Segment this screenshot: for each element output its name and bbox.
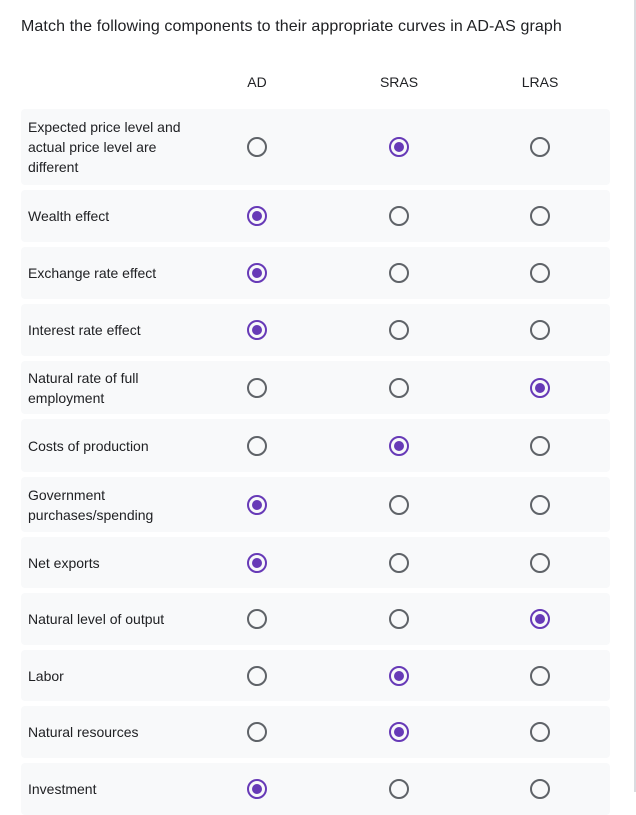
- row-label: Government purchases/spending: [28, 486, 154, 523]
- grid-row: Expected price level and actual price le…: [21, 109, 610, 185]
- radio-lras[interactable]: [530, 779, 550, 799]
- radio-lras[interactable]: [530, 552, 550, 573]
- row-label: Net exports: [28, 554, 100, 571]
- radio-ad[interactable]: [247, 552, 267, 573]
- question-title: Match the following components to their …: [21, 18, 562, 35]
- grid-row: Net exports: [21, 537, 610, 588]
- grid-row: Government purchases/spending: [21, 477, 610, 532]
- radio-sras[interactable]: [389, 206, 409, 226]
- radio-lras[interactable]: [530, 435, 550, 456]
- radio-sras[interactable]: [389, 263, 409, 283]
- row-label: Expected price level and actual price le…: [28, 119, 181, 175]
- radio-ad[interactable]: [247, 494, 267, 515]
- radio-sras[interactable]: [389, 552, 409, 573]
- row-label: Exchange rate effect: [28, 265, 157, 281]
- row-label: Natural level of output: [28, 611, 165, 627]
- radio-ad[interactable]: [247, 137, 267, 157]
- row-label: Investment: [28, 781, 97, 797]
- grid-row: Natural level of output: [21, 593, 610, 645]
- row-label: Wealth effect: [28, 208, 110, 224]
- radio-sras[interactable]: [389, 665, 409, 686]
- radio-ad[interactable]: [247, 320, 267, 340]
- grid-row: Investment: [21, 763, 610, 815]
- radio-sras[interactable]: [389, 320, 409, 340]
- radio-sras[interactable]: [389, 722, 409, 742]
- radio-sras[interactable]: [389, 377, 409, 398]
- column-header-ad: AD: [247, 74, 267, 90]
- radio-sras[interactable]: [389, 779, 409, 799]
- radio-lras[interactable]: [530, 206, 550, 226]
- radio-lras[interactable]: [530, 377, 550, 398]
- row-label: Costs of production: [28, 437, 149, 454]
- radio-sras[interactable]: [389, 435, 409, 456]
- column-header-sras: SRAS: [379, 74, 419, 90]
- row-label: Natural resources: [28, 724, 139, 740]
- grid-row: Natural resources: [21, 706, 610, 758]
- radio-lras[interactable]: [530, 665, 550, 686]
- radio-ad[interactable]: [247, 263, 267, 283]
- radio-ad[interactable]: [247, 435, 267, 456]
- radio-ad[interactable]: [247, 779, 267, 799]
- row-label: Natural rate of full employment: [28, 369, 139, 406]
- grid-row: Exchange rate effect: [21, 247, 610, 299]
- grid-row: Labor: [21, 650, 610, 701]
- grid-row: Natural rate of full employment: [21, 361, 610, 414]
- radio-sras[interactable]: [389, 137, 409, 157]
- row-label: Interest rate effect: [28, 322, 141, 338]
- page-right-border: [634, 0, 636, 792]
- grid-header: AD SRAS LRAS: [21, 74, 610, 94]
- grid-row: Interest rate effect: [21, 304, 610, 356]
- radio-ad[interactable]: [247, 722, 267, 742]
- radio-lras[interactable]: [530, 609, 550, 629]
- row-label: Labor: [28, 667, 64, 684]
- column-header-lras: LRAS: [521, 74, 559, 90]
- radio-lras[interactable]: [530, 320, 550, 340]
- grid-row: Wealth effect: [21, 190, 610, 242]
- radio-ad[interactable]: [247, 609, 267, 629]
- radio-lras[interactable]: [530, 263, 550, 283]
- radio-lras[interactable]: [530, 722, 550, 742]
- radio-ad[interactable]: [247, 377, 267, 398]
- grid-row: Costs of production: [21, 419, 610, 472]
- radio-sras[interactable]: [389, 494, 409, 515]
- radio-sras[interactable]: [389, 609, 409, 629]
- radio-ad[interactable]: [247, 206, 267, 226]
- radio-lras[interactable]: [530, 494, 550, 515]
- radio-lras[interactable]: [530, 137, 550, 157]
- radio-ad[interactable]: [247, 665, 267, 686]
